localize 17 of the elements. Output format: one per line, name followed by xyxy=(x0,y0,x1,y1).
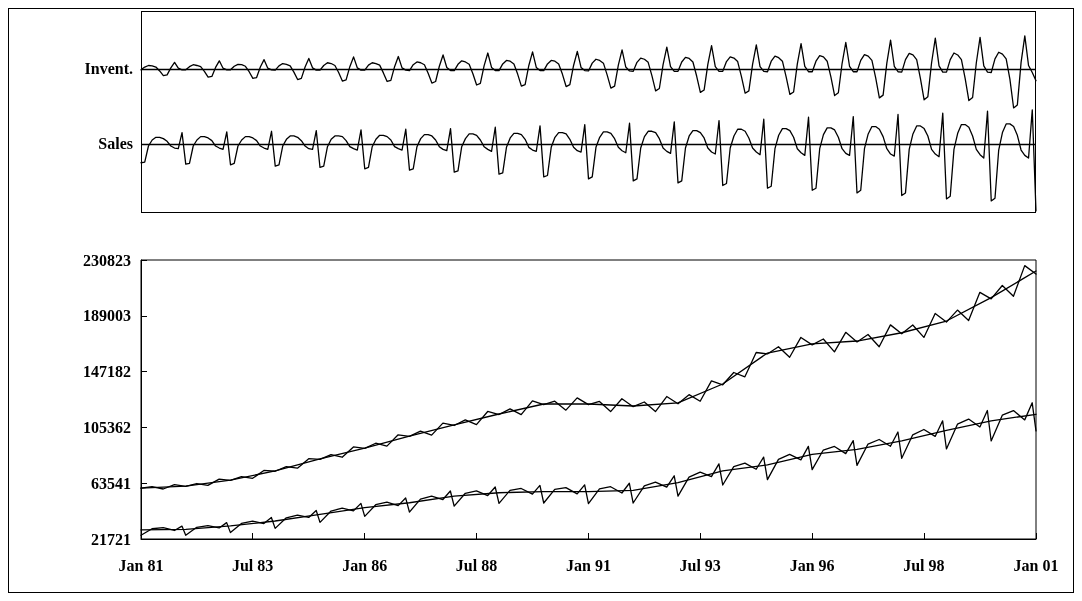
y-axis-title: Invent. xyxy=(84,59,133,77)
x-tick-label: Jul 93 xyxy=(679,556,721,574)
y-tick-label: 105362 xyxy=(83,418,131,436)
x-tick-label: Jul 83 xyxy=(231,556,274,574)
y-tick-label: 189003 xyxy=(83,307,131,325)
y-axis-title: Sales xyxy=(98,134,133,152)
y-tick-label: 21721 xyxy=(91,530,131,548)
x-tick-label: Jan 81 xyxy=(118,556,164,574)
x-tick-label: Jan 91 xyxy=(565,556,611,574)
y-tick-label: 230823 xyxy=(83,251,131,269)
x-tick-label: Jul 88 xyxy=(455,556,498,574)
y-tick-label: 63541 xyxy=(91,474,131,492)
y-tick-label: 147182 xyxy=(83,363,131,381)
x-tick-label: Jan 96 xyxy=(789,556,835,574)
x-tick-label: Jul 98 xyxy=(903,556,945,574)
x-tick-label: Jan 86 xyxy=(342,556,388,574)
x-tick-label: Jan 01 xyxy=(1013,556,1059,574)
